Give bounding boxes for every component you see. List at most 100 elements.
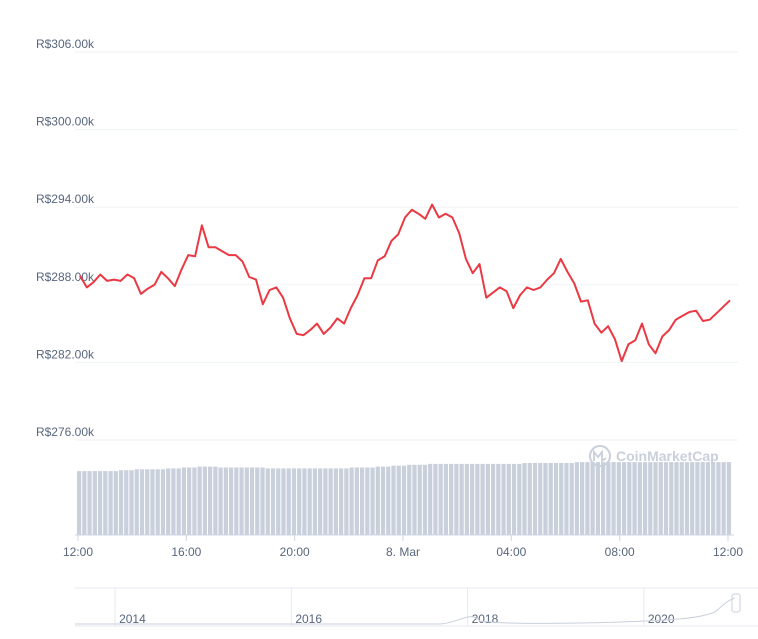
volume-bar [145,469,150,535]
volume-bar [637,462,642,535]
y-tick-label: R$300.00k [36,115,95,129]
volume-bar [538,463,543,535]
volume-bar [386,466,391,535]
volume-bar [155,469,160,535]
watermark: CoinMarketCap [589,445,719,467]
volume-bar [705,462,711,535]
volume-bar [103,471,108,535]
volume-bar [449,463,454,535]
volume-bar [726,462,731,535]
y-tick-label: R$288.00k [36,270,95,284]
volume-bar [632,462,637,535]
volume-bar [417,464,422,535]
volume-bar [166,468,171,535]
volume-bar [601,462,606,535]
volume-bar [407,464,412,535]
volume-bar [176,468,181,535]
volume-bar [150,469,155,535]
navigator[interactable]: 2014 2016 2018 2020 [75,587,758,627]
volume-bar [585,462,590,535]
volume-bar [517,463,522,535]
volume-bar [433,463,438,535]
y-tick-label: R$294.00k [36,192,95,206]
volume-bar [87,471,92,535]
volume-bar [690,462,695,535]
volume-bar [302,468,307,535]
volume-bar [349,467,354,535]
x-tick-label: 12:00 [713,545,743,559]
volume-bar [684,462,690,535]
y-axis-labels: R$306.00k R$300.00k R$294.00k R$288.00k R$28… [36,37,95,439]
volume-bar [77,471,82,535]
volume-bar [443,463,449,535]
volume-bar [339,468,344,535]
volume-bar [459,463,464,535]
volume-bar [485,463,490,535]
volume-bar [359,467,365,535]
volume-bar [312,468,318,535]
coinmarketcap-logo-icon [589,445,611,467]
volume-bar [160,469,166,535]
volume-bar [265,468,270,535]
volume-bar [270,468,276,535]
volume-bar [365,467,370,535]
volume-bar [286,468,291,535]
volume-bar [187,467,192,535]
x-tick-label: 16:00 [171,545,201,559]
volume-bar [532,463,538,535]
volume-bar [700,462,705,535]
volume-bar [139,469,145,535]
navigator-year-label: 2018 [472,612,499,626]
volume-bar [255,467,260,535]
volume-bar [181,467,187,535]
volume-bar [648,462,653,535]
volume-bar [213,466,218,535]
navigator-history-line [75,597,736,625]
x-tick-label: 04:00 [496,545,526,559]
volume-bar [569,463,574,535]
x-tick-label: 8. Mar [386,545,420,559]
volume-bar [674,462,679,535]
navigator-year-label: 2016 [295,612,322,626]
volume-bar [721,462,726,535]
volume-bars [77,462,731,535]
volume-bar [527,463,532,535]
volume-bar [396,465,401,535]
x-tick-label: 08:00 [605,545,635,559]
volume-bar [276,468,281,535]
volume-bar [663,462,669,535]
volume-bar [559,463,564,535]
volume-bar [129,470,134,535]
volume-bar [658,462,663,535]
volume-bar [480,463,485,535]
volume-bar [475,463,480,535]
volume-bar [564,463,569,535]
volume-bar [679,462,684,535]
navigator-handle[interactable] [731,593,741,613]
volume-bar [580,462,585,535]
volume-bar [218,467,223,535]
volume-bar [223,467,228,535]
volume-bar [642,462,648,535]
volume-bar [438,463,443,535]
volume-bar [711,462,716,535]
volume-bar [307,468,312,535]
volume-bar [412,464,417,535]
watermark-text: CoinMarketCap [616,448,719,464]
volume-bar [244,467,249,535]
volume-bar [333,468,338,535]
volume-bar [590,462,595,535]
volume-bar [197,466,202,535]
volume-bar [92,471,97,535]
volume-bar [97,471,103,535]
volume-bar [496,463,501,535]
volume-bar [354,467,359,535]
navigator-year-label: 2014 [119,612,146,626]
volume-bar [621,462,627,535]
volume-bar [323,468,328,535]
volume-bar [118,470,124,535]
volume-bar [490,463,496,535]
volume-bar [464,463,469,535]
volume-bar [328,468,333,535]
